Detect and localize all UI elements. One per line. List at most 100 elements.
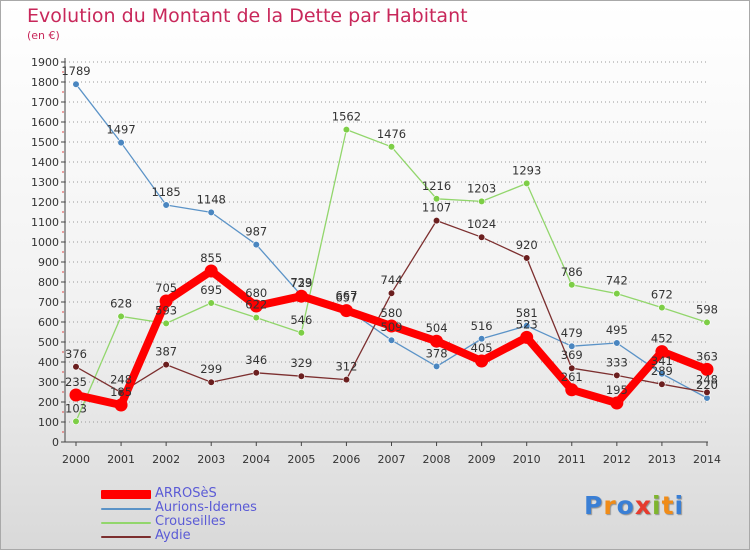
series-point xyxy=(565,383,579,397)
y-tick-label: 700 xyxy=(38,296,59,309)
y-tick-label: 1600 xyxy=(31,116,59,129)
data-label: 667 xyxy=(335,289,357,303)
series-point xyxy=(162,319,170,328)
series-point xyxy=(72,417,80,426)
series-point xyxy=(568,342,576,350)
data-label: 580 xyxy=(381,306,403,320)
series-point xyxy=(478,335,486,343)
data-label: 289 xyxy=(651,364,673,378)
y-tick-label: 1900 xyxy=(31,56,59,69)
data-label: 1185 xyxy=(151,185,180,199)
series-point xyxy=(658,370,666,378)
y-tick-label: 300 xyxy=(38,376,59,389)
data-label: 369 xyxy=(561,348,583,362)
x-tick-label: 2003 xyxy=(197,453,225,466)
series-point xyxy=(339,304,353,318)
series-point xyxy=(72,80,80,88)
data-label: 248 xyxy=(696,372,718,386)
series-point xyxy=(478,233,486,241)
series-point xyxy=(69,388,83,402)
y-tick-label: 1500 xyxy=(31,136,59,149)
series-point xyxy=(114,398,128,412)
series-point xyxy=(475,354,489,368)
series-point xyxy=(523,254,531,262)
data-label: 378 xyxy=(426,346,448,360)
data-label: 504 xyxy=(426,321,448,335)
data-label: 235 xyxy=(65,375,87,389)
data-label: 672 xyxy=(651,288,673,302)
data-label: 220 xyxy=(696,378,718,392)
series-point xyxy=(297,372,305,380)
series-point xyxy=(162,361,170,369)
data-label: 987 xyxy=(245,225,267,239)
proxiti-logo: Proxiti xyxy=(584,491,684,520)
data-label: 509 xyxy=(381,320,403,334)
logo-letter: P xyxy=(584,491,604,520)
x-tick-label: 2008 xyxy=(423,453,451,466)
series-point xyxy=(207,378,215,386)
logo-letter: i xyxy=(652,491,662,520)
series-point xyxy=(613,371,621,380)
series-point xyxy=(117,312,125,321)
data-label: 363 xyxy=(696,349,718,363)
data-label: 1216 xyxy=(422,179,451,193)
series-point xyxy=(249,299,263,313)
chart-title: Evolution du Montant de la Dette par Hab… xyxy=(27,5,468,27)
series-point xyxy=(387,143,396,151)
x-tick-label: 2005 xyxy=(287,453,315,466)
data-label: 628 xyxy=(110,296,132,310)
series-point xyxy=(342,126,351,134)
series-point xyxy=(162,201,170,209)
x-tick-label: 2000 xyxy=(62,453,90,466)
y-tick-label: 1300 xyxy=(31,176,59,189)
series-point xyxy=(658,380,666,388)
logo-letter: x xyxy=(634,491,652,520)
y-tick-label: 400 xyxy=(38,356,59,369)
series-point xyxy=(703,388,711,397)
data-label: 299 xyxy=(200,362,222,376)
x-tick-label: 2014 xyxy=(693,453,721,466)
data-label: 452 xyxy=(651,332,673,346)
series-point xyxy=(568,281,576,289)
data-label: 1562 xyxy=(332,110,361,124)
series-point xyxy=(432,195,441,203)
legend-label: Aurions-Idernes xyxy=(155,500,257,515)
series-point xyxy=(207,299,215,307)
data-label: 1476 xyxy=(377,127,406,141)
data-label: 312 xyxy=(335,360,357,374)
data-label: 346 xyxy=(245,353,267,367)
series-point xyxy=(72,363,80,371)
x-tick-label: 2007 xyxy=(377,453,405,466)
legend-label: Aydie xyxy=(155,528,191,543)
data-label: 598 xyxy=(696,302,718,316)
y-tick-label: 0 xyxy=(52,436,59,449)
data-label: 744 xyxy=(381,273,403,287)
series-point xyxy=(610,396,624,410)
x-tick-label: 2002 xyxy=(152,453,180,466)
data-label: 546 xyxy=(290,313,312,327)
series-point xyxy=(432,362,441,371)
data-label: 516 xyxy=(471,319,493,333)
data-label: 733 xyxy=(290,275,312,289)
y-tick-label: 800 xyxy=(38,276,59,289)
legend-swatch xyxy=(101,522,151,524)
data-label: 523 xyxy=(516,317,538,331)
y-tick-label: 1000 xyxy=(31,236,59,249)
legend-swatch xyxy=(101,490,151,499)
x-tick-label: 2012 xyxy=(603,453,631,466)
x-tick-label: 2011 xyxy=(558,453,586,466)
data-label: 581 xyxy=(516,306,538,320)
legend-swatch xyxy=(101,536,151,538)
data-label: 695 xyxy=(200,283,222,297)
series-point xyxy=(478,197,486,205)
series-point xyxy=(207,208,215,216)
data-label: 1024 xyxy=(467,217,496,231)
x-tick-label: 2004 xyxy=(242,453,270,466)
series-point xyxy=(387,336,396,344)
series-point xyxy=(703,318,711,327)
x-tick-label: 2013 xyxy=(648,453,676,466)
data-label: 729 xyxy=(290,276,312,290)
data-label: 341 xyxy=(651,354,673,368)
series-point xyxy=(117,139,125,147)
